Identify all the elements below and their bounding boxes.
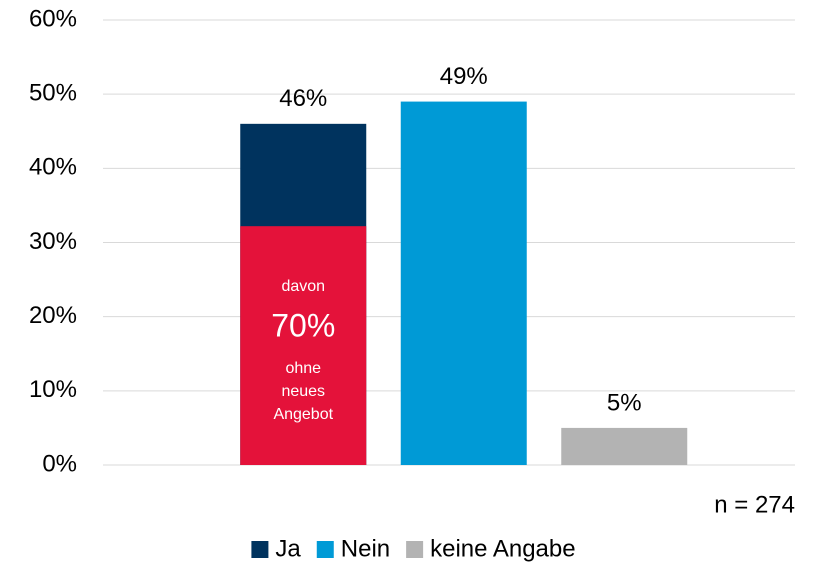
sample-note: n = 274 — [714, 491, 795, 518]
legend-label: Ja — [275, 535, 301, 562]
y-tick-label: 60% — [29, 5, 77, 32]
y-tick-label: 30% — [29, 228, 77, 255]
legend-swatch — [406, 541, 424, 558]
y-tick-label: 50% — [29, 80, 77, 107]
highlight-text: ohne — [285, 360, 321, 377]
y-tick-label: 10% — [29, 376, 77, 403]
highlight-text: 70% — [271, 307, 335, 343]
highlight-text: davon — [281, 278, 325, 295]
y-tick-label: 20% — [29, 302, 77, 329]
legend-swatch — [251, 541, 269, 558]
legend-label: Nein — [341, 535, 390, 562]
highlight-text: Angebot — [273, 406, 333, 423]
y-tick-label: 0% — [42, 450, 77, 477]
value-label: 49% — [440, 63, 488, 90]
y-tick-label: 40% — [29, 154, 77, 181]
highlight-text: neues — [281, 383, 325, 400]
highlight-bar — [240, 226, 367, 465]
legend-swatch — [316, 541, 334, 558]
bar — [400, 101, 527, 465]
legend-label: keine Angabe — [430, 535, 575, 562]
value-label: 46% — [279, 85, 327, 112]
value-label: 5% — [607, 389, 642, 416]
bar — [561, 427, 688, 465]
